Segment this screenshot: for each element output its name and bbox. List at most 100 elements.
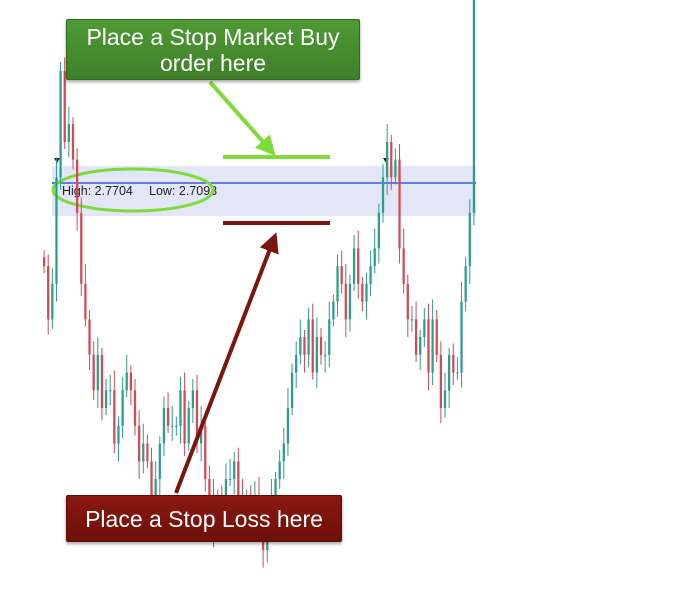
- candle-body: [274, 479, 277, 497]
- candle-body: [394, 159, 397, 178]
- candle-body: [361, 283, 364, 302]
- range-low-label: Low: 2.7093: [149, 184, 217, 198]
- stop-pointer-arrow: [174, 232, 279, 494]
- candle-body: [278, 461, 281, 480]
- candle-body: [162, 408, 166, 444]
- candle-body: [439, 354, 443, 409]
- candle-body: [183, 390, 186, 444]
- candle-body: [121, 390, 124, 426]
- candle-body: [447, 354, 451, 391]
- candle-body: [195, 390, 199, 444]
- candle-body: [199, 425, 203, 444]
- candle-body: [228, 479, 232, 481]
- candle-body: [133, 390, 137, 426]
- candle-body: [290, 372, 294, 409]
- range-label-highlight: [51, 167, 215, 213]
- candle-body: [175, 425, 178, 427]
- candle-body: [307, 319, 310, 355]
- candle-body: [92, 354, 95, 391]
- candle-body: [67, 124, 71, 142]
- candle-body: [63, 70, 66, 142]
- candle-body: [117, 425, 120, 444]
- candle-body: [464, 266, 467, 302]
- candle-body: [452, 354, 455, 373]
- candle-body: [427, 319, 430, 373]
- candle-body: [55, 177, 58, 284]
- candle-body: [348, 283, 352, 320]
- candle-body: [377, 212, 381, 249]
- candle-body: [237, 461, 240, 497]
- candle-body: [303, 337, 306, 355]
- candle-body: [365, 283, 368, 302]
- candle-body: [142, 443, 145, 462]
- candle-body: [75, 159, 79, 213]
- candle-body: [328, 319, 331, 355]
- buy-pointer-arrow: [208, 80, 276, 156]
- range-box: [52, 166, 476, 216]
- candle-body: [104, 390, 108, 409]
- candle-body: [166, 408, 170, 426]
- candle-body: [137, 425, 141, 462]
- candle-body: [191, 390, 195, 409]
- candle-body: [381, 177, 385, 213]
- candles-group: [42, 0, 476, 568]
- candle-body: [109, 390, 112, 392]
- candle-body: [125, 372, 128, 391]
- candle-body: [357, 248, 360, 284]
- candle-body: [42, 257, 46, 267]
- range-start-marker-icon: [54, 158, 60, 163]
- candle-body: [158, 443, 161, 480]
- candle-body: [398, 159, 401, 249]
- candle-body: [344, 283, 347, 320]
- candle-body: [456, 372, 459, 374]
- candle-body: [319, 337, 323, 355]
- candle-body: [311, 319, 314, 373]
- candle-body: [373, 248, 376, 267]
- candle-body: [419, 337, 422, 355]
- candle-body: [80, 212, 83, 284]
- candle-body: [352, 248, 356, 284]
- candle-body: [336, 266, 339, 302]
- candle-body: [187, 408, 190, 444]
- candle-body: [88, 319, 91, 355]
- candle-body: [146, 443, 149, 462]
- candle-body: [295, 354, 298, 373]
- candle-body: [59, 70, 62, 178]
- candle-body: [435, 319, 438, 355]
- candle-body: [410, 319, 414, 321]
- stop-loss-callout: Place a Stop Loss here: [66, 495, 342, 542]
- candle-body: [179, 390, 182, 426]
- candle-body: [233, 461, 236, 480]
- candle-body: [340, 266, 343, 284]
- candle-body: [443, 390, 447, 409]
- candle-body: [282, 443, 285, 462]
- candle-body: [315, 337, 319, 373]
- candle-body: [390, 141, 393, 178]
- candle-body: [286, 408, 290, 444]
- candle-body: [84, 283, 87, 320]
- candle-body: [468, 212, 471, 267]
- candle-body: [431, 319, 434, 373]
- candle-body: [369, 266, 372, 284]
- candle-body: [171, 425, 174, 427]
- candle-body: [406, 283, 409, 320]
- buy-order-callout: Place a Stop Market Buy order here: [66, 19, 360, 80]
- candle-body: [323, 354, 327, 356]
- candle-body: [154, 479, 157, 497]
- candle-body: [208, 479, 211, 497]
- candle-body: [385, 141, 389, 178]
- candle-body: [129, 372, 133, 391]
- range-high-label: High: 2.7704: [62, 184, 133, 198]
- candle-body: [332, 301, 335, 320]
- candle-body: [299, 337, 302, 355]
- candle-body: [71, 124, 75, 160]
- candle-body: [100, 354, 104, 409]
- candle-body: [113, 390, 116, 444]
- candle-body: [414, 319, 418, 355]
- candle-body: [150, 461, 153, 497]
- candle-body: [402, 248, 405, 284]
- candle-body: [47, 266, 50, 320]
- candle-body: [96, 354, 99, 391]
